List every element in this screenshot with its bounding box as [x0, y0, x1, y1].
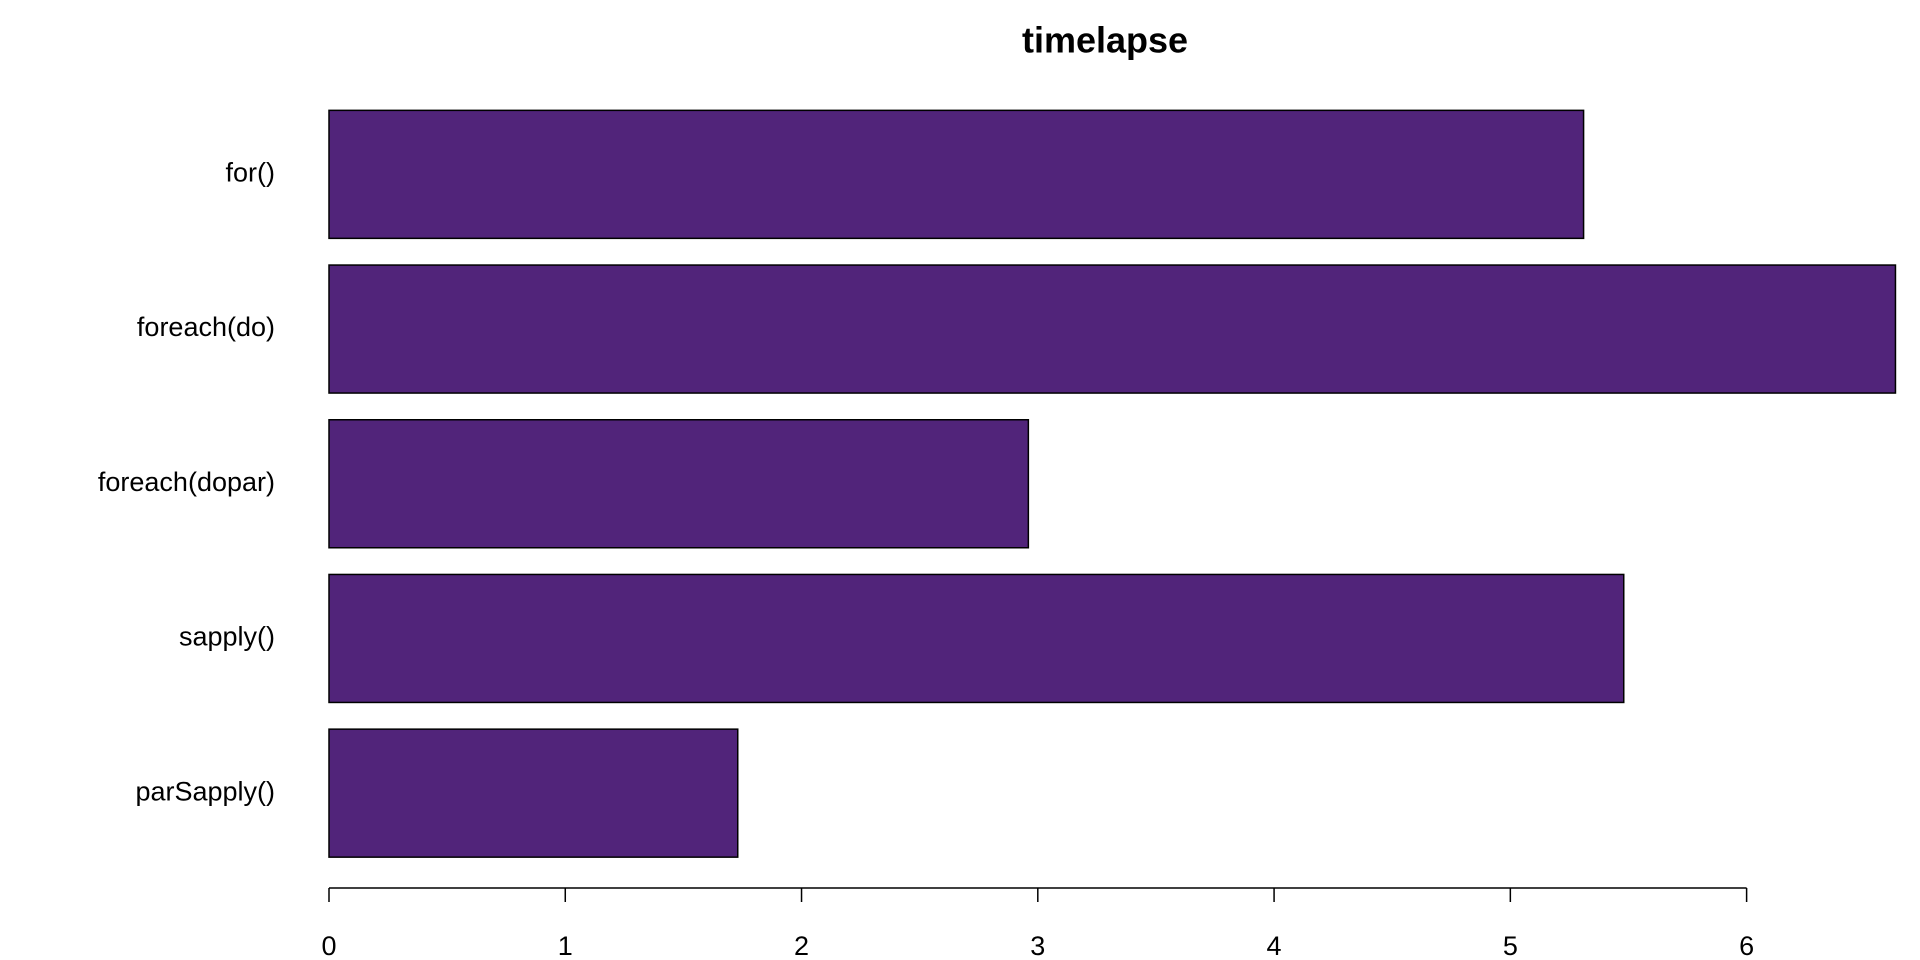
x-tick-label: 0 [321, 931, 336, 960]
x-tick-label: 5 [1503, 931, 1518, 960]
bar [328, 728, 739, 858]
x-tick-label: 1 [558, 931, 573, 960]
x-tick-label: 3 [1030, 931, 1045, 960]
x-tick-label: 6 [1739, 931, 1754, 960]
y-tick-label: for() [226, 157, 276, 187]
bar [328, 573, 1625, 704]
y-tick-label: foreach(dopar) [98, 467, 275, 497]
y-tick-label: foreach(do) [137, 312, 275, 342]
x-tick-label: 4 [1267, 931, 1282, 960]
bar [328, 109, 1585, 240]
x-tick-label: 2 [794, 931, 809, 960]
chart-title: timelapse [1022, 20, 1188, 61]
bar [328, 264, 1897, 394]
y-tick-label: sapply() [179, 622, 275, 652]
bar [328, 419, 1030, 549]
y-tick-label: parSapply() [135, 776, 275, 806]
